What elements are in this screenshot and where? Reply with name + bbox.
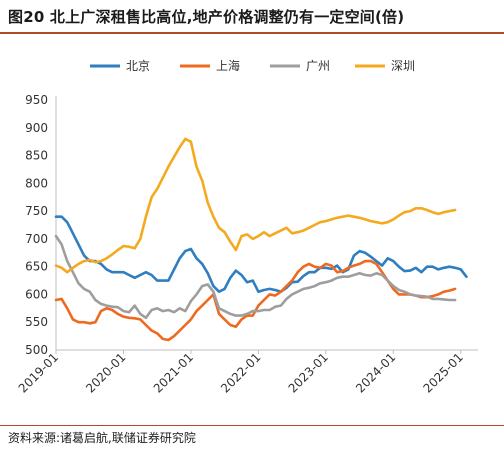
y-tick-label: 700	[25, 232, 48, 246]
x-tick-label: 2023-01	[286, 350, 331, 395]
x-tick-label: 2025-01	[421, 350, 466, 395]
y-tick-label: 900	[25, 121, 48, 135]
x-axis: 2019-01 2020-01 2021-01 2022-01 2023-01 2024-…	[16, 349, 478, 396]
legend-label: 深圳	[391, 59, 415, 73]
series-line-0	[54, 215, 468, 293]
series-line-2	[54, 234, 457, 320]
x-tick-label: 2024-01	[353, 350, 398, 395]
legend-label: 上海	[216, 58, 240, 73]
series-group	[54, 137, 468, 342]
y-tick-label: 550	[25, 315, 48, 329]
y-tick-label: 600	[25, 287, 48, 301]
source-note: 资料来源:诸葛启航,联储证券研究院	[8, 431, 196, 445]
x-tick-label: 2022-01	[218, 350, 263, 395]
x-tick-label: 2021-01	[151, 350, 196, 395]
legend-label: 北京	[126, 59, 150, 73]
x-tick-label: 2019-01	[16, 350, 61, 395]
legend-label: 广州	[306, 59, 330, 73]
y-tick-label: 850	[25, 149, 48, 163]
line-chart: 北京 上海 广州 深圳 500550600650700750800850900950 …	[16, 58, 478, 396]
series-line-3	[54, 137, 457, 274]
chart-title: 图20 北上广深租售比高位,地产价格调整仍有一定空间(倍)	[8, 8, 405, 26]
y-tick-label: 950	[25, 93, 48, 107]
y-tick-label: 800	[25, 176, 48, 190]
y-tick-label: 750	[25, 204, 48, 218]
y-axis: 500 550 600 650 700 750 800 850 900 950	[25, 93, 57, 357]
title-divider	[0, 32, 504, 34]
x-tick-label: 2020-01	[83, 350, 128, 395]
y-tick-label: 650	[25, 260, 48, 274]
source-divider	[0, 425, 504, 426]
y-tick-label: 500	[25, 343, 48, 357]
chart-legend: 北京 上海 广州 深圳	[90, 58, 415, 73]
